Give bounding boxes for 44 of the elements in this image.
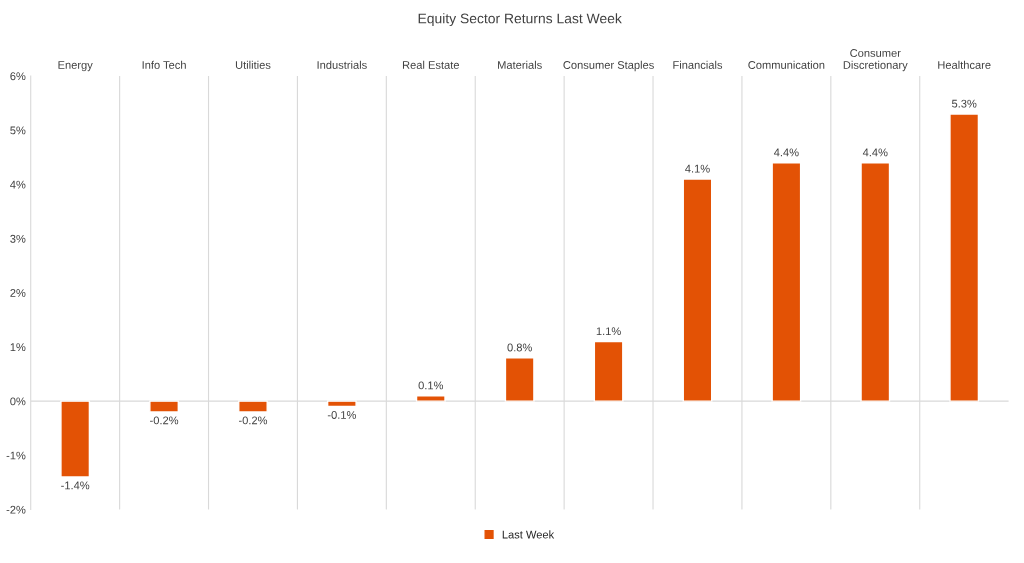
bar <box>504 357 535 402</box>
x-tick-label: Materials <box>498 60 542 69</box>
x-tick-label: Consumer Discretionary <box>843 49 908 72</box>
y-tick-label: -1% <box>6 451 26 460</box>
bar <box>860 162 891 402</box>
bar <box>415 395 446 402</box>
bar <box>60 400 91 478</box>
data-label: 5.3% <box>951 99 977 108</box>
bar <box>326 400 357 408</box>
y-tick-label: 1% <box>10 343 26 352</box>
y-tick-label: 6% <box>10 72 26 81</box>
y-tick-label: 2% <box>10 289 26 297</box>
bar <box>149 400 179 413</box>
x-tick-label: Healthcare <box>938 60 991 69</box>
data-label: 0.8% <box>507 343 532 352</box>
data-label: -0.1% <box>327 411 356 419</box>
bar <box>771 162 802 402</box>
y-tick-label: -2% <box>6 505 26 514</box>
bar <box>682 178 713 402</box>
x-tick-label: Energy <box>58 61 93 72</box>
data-label: -1.4% <box>61 481 90 490</box>
legend-label: Last Week <box>502 530 555 539</box>
y-tick-label: 0% <box>10 397 26 406</box>
data-label: -0.2% <box>238 416 268 425</box>
data-label: 4.1% <box>685 164 710 173</box>
x-tick-label: Info Tech <box>142 60 186 69</box>
data-label: 4.4% <box>862 148 888 157</box>
y-tick-label: 5% <box>10 126 26 135</box>
x-tick-label: Utilities <box>235 60 271 69</box>
data-label: -0.2% <box>150 416 179 425</box>
data-label: 1.1% <box>596 327 621 336</box>
x-tick-label: Communication <box>748 60 825 69</box>
y-tick-label: 4% <box>10 180 26 189</box>
chart-title: Equity Sector Returns Last Week <box>418 13 622 27</box>
data-label: 0.1% <box>418 381 444 390</box>
y-tick-label: 3% <box>10 234 26 243</box>
bar <box>593 340 624 402</box>
x-tick-label: Real Estate <box>402 60 459 69</box>
bar <box>949 113 980 402</box>
x-tick-label: Financials <box>673 60 723 69</box>
data-label: 4.4% <box>773 148 799 157</box>
x-tick-label: Industrials <box>317 60 367 69</box>
x-tick-label: Consumer Staples <box>563 60 654 72</box>
bar <box>238 400 268 413</box>
